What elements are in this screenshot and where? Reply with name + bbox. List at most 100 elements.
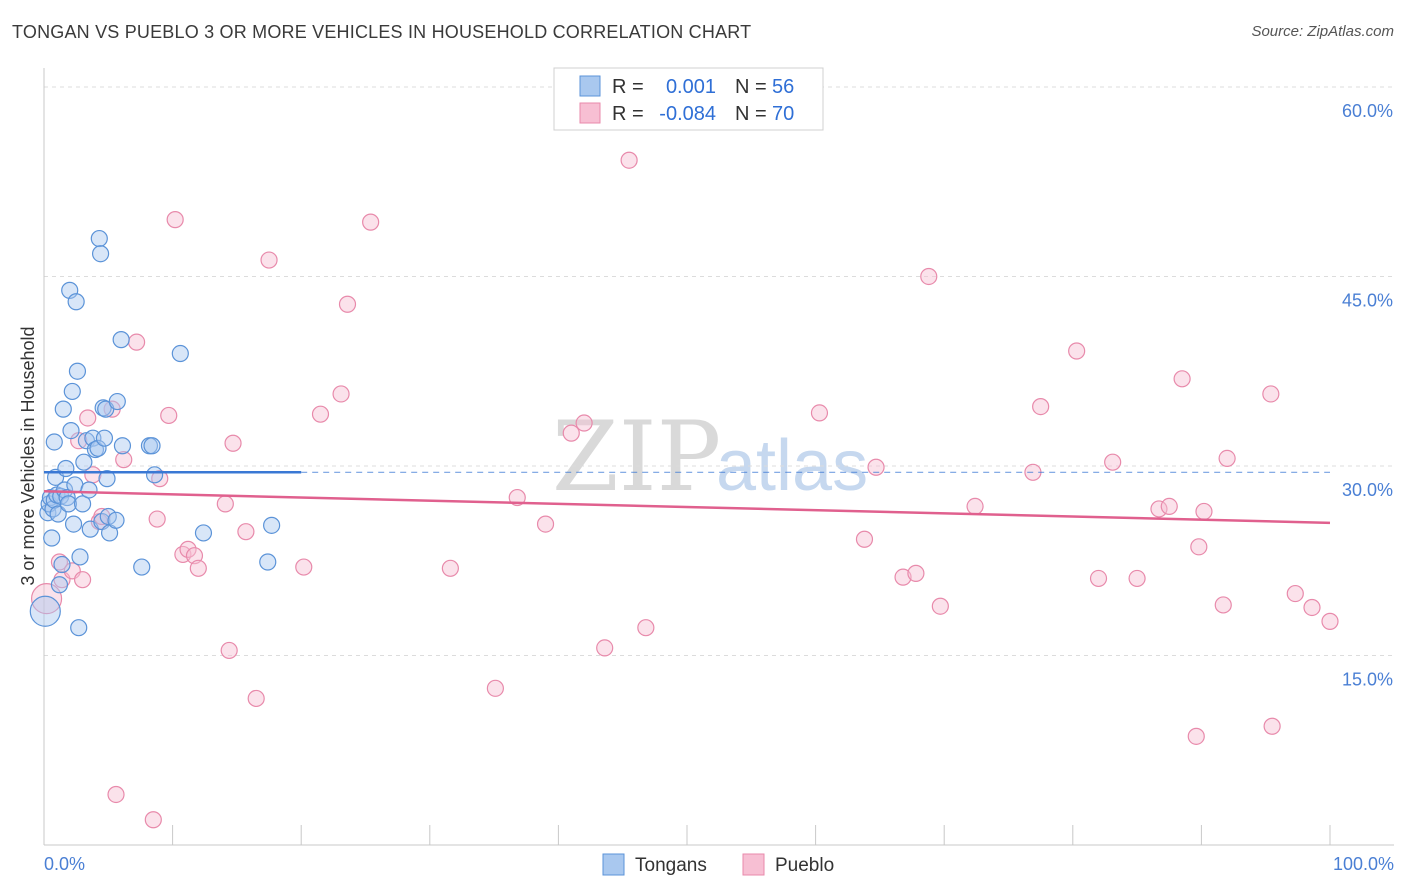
legend-n-label-pueblo: N =	[735, 103, 767, 125]
pueblo-point-53	[1068, 342, 1086, 360]
x-tick-label-right: 100.0%	[1333, 854, 1394, 874]
tongans-point-47	[112, 331, 130, 349]
pueblo-point-5	[73, 571, 92, 589]
pueblo-point-21	[185, 547, 204, 565]
tongans-point-24	[67, 293, 85, 311]
pueblo-point-24	[220, 641, 238, 660]
pueblo-point-37	[536, 515, 555, 533]
legend-r-value-pueblo: -0.084	[659, 103, 716, 125]
bottom-legend-label-tongans: Tongans	[635, 855, 707, 876]
bottom-legend-label-pueblo: Pueblo	[775, 855, 834, 876]
tongans-point-14	[54, 400, 72, 418]
pueblo-point-55	[1104, 453, 1122, 471]
pueblo-point-25	[224, 434, 242, 452]
tongans-point-0	[29, 595, 61, 627]
pueblo-point-20	[179, 540, 197, 558]
tongans-point-26	[70, 619, 88, 637]
pueblo-point-42	[637, 619, 655, 637]
series-legend: Tongans Pueblo	[602, 853, 834, 876]
bottom-legend-swatch-pueblo	[742, 853, 765, 876]
tongans-point-28	[73, 495, 92, 513]
pueblo-point-18	[166, 211, 184, 229]
pueblo-point-52	[1032, 397, 1050, 416]
pueblo-point-26	[237, 523, 255, 541]
tongans-point-25	[68, 362, 87, 380]
y-tick-label-45: 45.0%	[1342, 290, 1393, 310]
tongans-point-6	[45, 433, 63, 451]
pueblo-point-27	[247, 689, 265, 708]
pueblo-point-12	[115, 451, 133, 469]
pueblo-point-57	[1150, 500, 1168, 518]
legend-swatch-tongans	[579, 75, 601, 97]
pueblo-point-15	[148, 510, 166, 528]
watermark-zip: ZIP	[552, 401, 721, 513]
tongans-point-29	[75, 453, 93, 471]
tongans-point-20	[62, 422, 80, 440]
x-axis-ticks	[43, 825, 1331, 845]
tongans-point-31	[80, 481, 98, 499]
pueblo-point-30	[311, 405, 330, 423]
pueblo-point-34	[441, 559, 459, 577]
pueblo-trend-line	[43, 489, 1331, 525]
tongans-point-11	[50, 576, 69, 594]
tongans-point-56	[263, 516, 281, 534]
pueblo-point-33	[362, 213, 380, 231]
tongans-point-35	[89, 439, 107, 457]
pueblo-point-22	[189, 559, 207, 577]
pueblo-point-45	[867, 458, 885, 476]
pueblo-point-64	[1218, 449, 1236, 467]
pueblo-point-54	[1089, 569, 1108, 588]
pueblo-point-35	[486, 679, 504, 697]
x-tick-label-left: 0.0%	[44, 854, 85, 874]
tongans-point-55	[259, 553, 277, 571]
bottom-legend-swatch-tongans	[602, 853, 625, 876]
tongans-point-5	[44, 500, 62, 518]
correlation-legend: R = 0.001 N = 56 R = -0.084 N = 70	[553, 67, 824, 131]
pueblo-point-63	[1214, 596, 1232, 614]
tongans-point-4	[43, 529, 61, 547]
source-label: Source: ZipAtlas.com	[1251, 23, 1394, 40]
tongans-point-54	[194, 524, 213, 542]
pueblo-point-59	[1173, 370, 1191, 388]
pueblo-point-43	[810, 404, 829, 422]
pueblo-point-46	[894, 568, 912, 586]
pueblo-point-29	[295, 558, 313, 576]
pueblo-point-50	[966, 497, 984, 516]
pueblo-point-68	[1303, 598, 1321, 617]
pueblo-point-56	[1128, 569, 1146, 588]
trend-lines	[43, 471, 1331, 525]
tongans-point-48	[113, 437, 132, 455]
legend-n-value-pueblo: 70	[772, 103, 794, 125]
tongans-point-52	[145, 466, 164, 484]
pueblo-point-39	[575, 414, 593, 432]
tongans-point-51	[143, 437, 161, 455]
pueblo-point-14	[144, 811, 162, 829]
pueblo-point-38	[562, 424, 580, 442]
pueblo-point-23	[216, 495, 234, 513]
pueblo-point-58	[1160, 497, 1178, 516]
tongans-point-21	[63, 382, 81, 401]
legend-n-value-tongans: 56	[772, 76, 794, 98]
tongans-point-45	[107, 511, 125, 529]
tongans-point-49	[133, 558, 151, 576]
pueblo-point-44	[855, 530, 874, 548]
tongans-point-10	[49, 505, 67, 523]
legend-swatch-pueblo	[579, 102, 601, 124]
tongans-point-27	[71, 548, 89, 566]
tongans-point-46	[108, 392, 126, 411]
legend-n-label-tongans: N =	[735, 76, 767, 98]
tongans-point-36	[90, 229, 108, 248]
pueblo-point-69	[1321, 612, 1339, 630]
pueblo-point-41	[620, 151, 638, 169]
pueblo-point-28	[260, 251, 278, 269]
legend-r-value-tongans: 0.001	[666, 76, 716, 98]
chart-title: TONGAN VS PUEBLO 3 OR MORE VEHICLES IN H…	[12, 22, 752, 42]
y-tick-label-15: 15.0%	[1342, 669, 1393, 689]
pueblo-point-32	[338, 295, 357, 313]
pueblo-point-31	[332, 385, 350, 403]
legend-r-label-tongans: R =	[612, 76, 644, 98]
gridlines	[44, 86, 1394, 656]
pueblo-point-11	[107, 785, 125, 804]
pueblo-point-13	[127, 333, 146, 351]
